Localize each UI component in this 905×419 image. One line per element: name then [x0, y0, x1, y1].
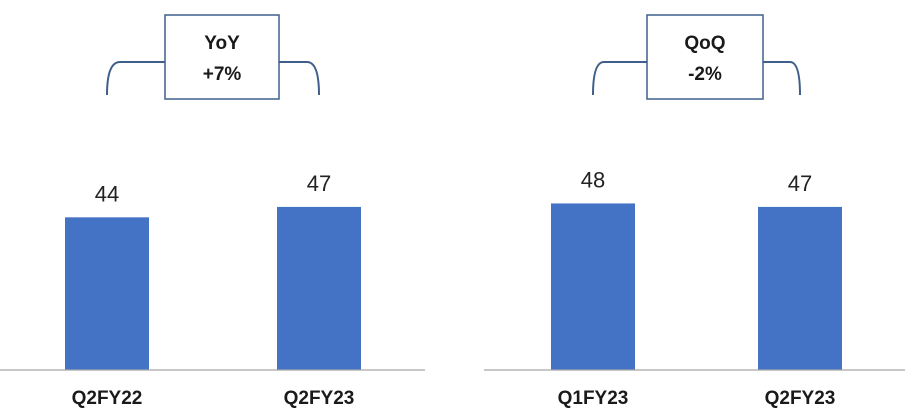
- qoq-bar-q1fy23: [551, 203, 635, 370]
- yoy-data-label-q2fy22: 44: [95, 181, 119, 206]
- yoy-annotation-box: [164, 14, 280, 100]
- yoy-category-label-q2fy22: Q2FY22: [72, 388, 143, 409]
- yoy-annotation-value: +7%: [203, 64, 242, 85]
- yoy-chart: YoY +7% 44 47 Q2FY22 Q2FY23: [0, 0, 425, 419]
- qoq-chart: QoQ -2% 48 47 Q1FY23 Q2FY23: [484, 0, 905, 419]
- yoy-data-label-q2fy23: 47: [307, 171, 331, 196]
- qoq-category-labels: Q1FY23 Q2FY23: [558, 388, 836, 409]
- yoy-bars: 44 47: [65, 171, 361, 370]
- qoq-data-label-q2fy23: 47: [788, 171, 812, 196]
- yoy-category-label-q2fy23: Q2FY23: [284, 388, 355, 409]
- qoq-annotation-title: QoQ: [684, 33, 725, 54]
- yoy-bracket: [106, 61, 320, 96]
- qoq-annotation-value: -2%: [688, 64, 722, 85]
- yoy-annotation-title: YoY: [204, 33, 240, 54]
- qoq-bars: 48 47: [551, 167, 842, 370]
- yoy-chart-svg: YoY +7% 44 47 Q2FY22 Q2FY23: [0, 14, 425, 409]
- qoq-category-label-q1fy23: Q1FY23: [558, 388, 629, 409]
- qoq-chart-svg: QoQ -2% 48 47 Q1FY23 Q2FY23: [484, 14, 905, 409]
- yoy-bar-q2fy23: [277, 206, 361, 370]
- qoq-annotation-box: [646, 14, 764, 100]
- yoy-bar-q2fy22: [65, 217, 149, 370]
- qoq-data-label-q1fy23: 48: [581, 167, 605, 192]
- qoq-bracket: [592, 61, 801, 96]
- yoy-category-labels: Q2FY22 Q2FY23: [72, 388, 355, 409]
- qoq-category-label-q2fy23: Q2FY23: [765, 388, 836, 409]
- qoq-bar-q2fy23: [758, 206, 842, 370]
